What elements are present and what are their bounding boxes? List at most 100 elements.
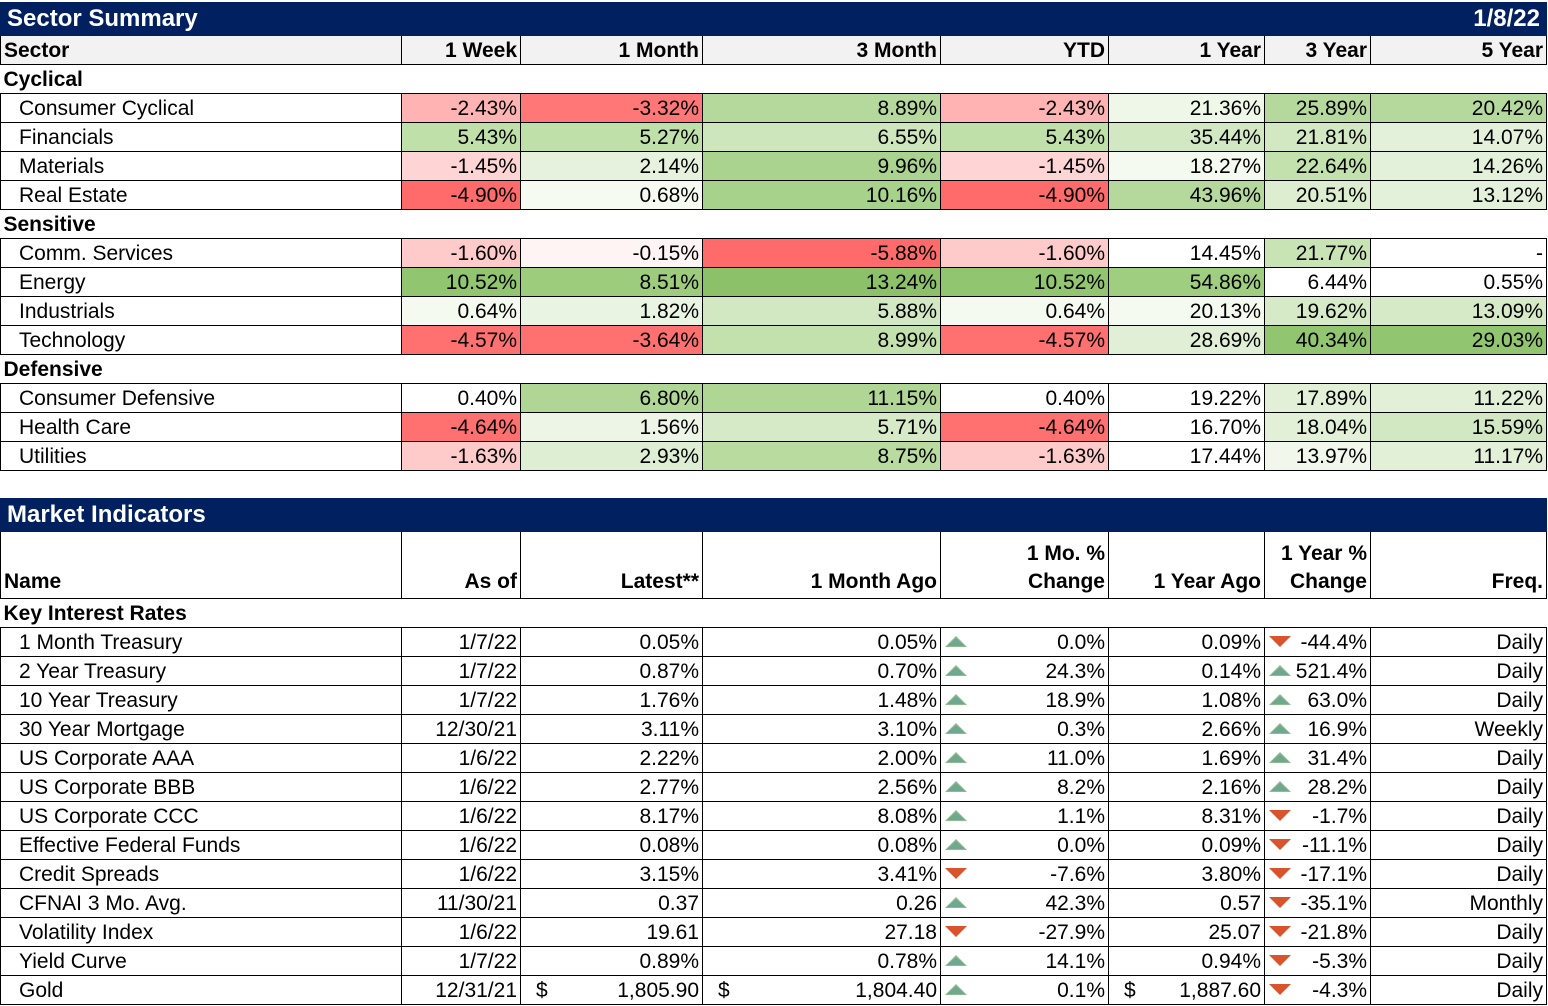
col-header-freq: Freq.	[1370, 531, 1547, 599]
yr-change-cell-value: -21.8%	[1300, 920, 1367, 944]
triangle-up-icon	[945, 984, 967, 995]
month-ago-cell: 0.70%	[702, 656, 941, 686]
col-header-1-week: 1 Week	[401, 35, 521, 65]
month-ago-cell-value: 3.10%	[877, 717, 937, 741]
latest-cell: 0.08%	[520, 830, 703, 860]
month-ago-cell: 1.48%	[702, 685, 941, 715]
month-ago-cell: 27.18	[702, 917, 941, 947]
sector-name: Energy	[0, 267, 402, 297]
year-ago-cell: 0.57	[1108, 888, 1265, 918]
sector-header-row: Sector 1 Week 1 Month 3 Month YTD 1 Year…	[0, 35, 1547, 65]
return-cell: 0.40%	[940, 383, 1109, 413]
return-cell: 1.56%	[520, 412, 703, 442]
year-ago-cell-value: 0.09%	[1201, 630, 1261, 654]
yr-change-cell-value: -1.7%	[1312, 804, 1367, 828]
return-cell: 2.93%	[520, 441, 703, 471]
indicator-name: Credit Spreads	[0, 859, 402, 889]
month-ago-cell-value: 27.18	[884, 920, 937, 944]
as-of-cell: 1/6/22	[401, 801, 521, 831]
mo-change-cell: 1.1%	[940, 801, 1109, 831]
year-ago-cell: 25.07	[1108, 917, 1265, 947]
return-cell: 8.89%	[702, 93, 941, 123]
return-cell: -2.43%	[940, 93, 1109, 123]
return-cell: 0.55%	[1370, 267, 1547, 297]
year-ago-cell: 3.80%	[1108, 859, 1265, 889]
return-cell: 22.64%	[1264, 151, 1371, 181]
month-ago-cell: 0.08%	[702, 830, 941, 860]
table-row: 1 Month Treasury 1/7/22 0.05% 0.05% 0.0% 0.09…	[0, 627, 1547, 657]
indicator-name: US Corporate BBB	[0, 772, 402, 802]
return-cell: 21.36%	[1108, 93, 1265, 123]
year-ago-cell: 1.08%	[1108, 685, 1265, 715]
yr-change-cell-value: 521.4%	[1295, 659, 1367, 683]
table-row: Consumer Cyclical -2.43% -3.32% 8.89% -2.43%…	[0, 93, 1547, 123]
return-cell: 13.09%	[1370, 296, 1547, 326]
month-ago-cell: 3.41%	[702, 859, 941, 889]
as-of-cell: 12/30/21	[401, 714, 521, 744]
sector-title-bar: Sector Summary 1/8/22	[0, 2, 1547, 36]
table-row: Real Estate -4.90% 0.68% 10.16% -4.90% 43.96%…	[0, 180, 1547, 210]
col-header-3-month: 3 Month	[702, 35, 941, 65]
return-cell: 15.59%	[1370, 412, 1547, 442]
triangle-down-icon	[945, 926, 967, 937]
year-ago-cell: 2.66%	[1108, 714, 1265, 744]
return-cell: -3.32%	[520, 93, 703, 123]
return-cell: -4.64%	[940, 412, 1109, 442]
indicator-name: Volatility Index	[0, 917, 402, 947]
triangle-up-icon	[1269, 781, 1291, 792]
triangle-down-icon	[1269, 636, 1291, 647]
triangle-up-icon	[945, 752, 967, 763]
table-row: Yield Curve 1/7/22 0.89% 0.78% 14.1% 0.94% -5.…	[0, 946, 1547, 976]
sector-summary-table: Sector Summary 1/8/22 Sector 1 Week 1 Mo…	[0, 2, 1547, 471]
currency-symbol: $	[718, 978, 730, 1002]
return-cell: -4.64%	[401, 412, 521, 442]
mo-change-cell-value: 42.3%	[1045, 891, 1105, 915]
freq-cell: Daily	[1370, 975, 1547, 1005]
return-cell: 13.24%	[702, 267, 941, 297]
return-cell: 2.14%	[520, 151, 703, 181]
triangle-up-icon	[945, 955, 967, 966]
sector-name: Real Estate	[0, 180, 402, 210]
freq-cell: Daily	[1370, 656, 1547, 686]
return-cell: 6.80%	[520, 383, 703, 413]
year-ago-cell-value: 0.94%	[1201, 949, 1261, 973]
return-cell: 20.13%	[1108, 296, 1265, 326]
latest-cell: 0.37	[520, 888, 703, 918]
col-header-ytd: YTD	[940, 35, 1109, 65]
month-ago-cell-value: 1.48%	[877, 688, 937, 712]
sector-name: Industrials	[0, 296, 402, 326]
table-row: Consumer Defensive 0.40% 6.80% 11.15% 0.40% 1…	[0, 383, 1547, 413]
table-row: Technology -4.57% -3.64% 8.99% -4.57% 28.69% 4…	[0, 325, 1547, 355]
return-cell: 18.04%	[1264, 412, 1371, 442]
freq-cell: Daily	[1370, 946, 1547, 976]
return-cell: -4.57%	[401, 325, 521, 355]
year-ago-cell-value: 3.80%	[1201, 862, 1261, 886]
return-cell: -1.60%	[401, 238, 521, 268]
triangle-up-icon	[1269, 723, 1291, 734]
triangle-up-icon	[945, 723, 967, 734]
latest-cell-value: 2.77%	[639, 775, 699, 799]
return-cell: 28.69%	[1108, 325, 1265, 355]
latest-cell: $1,805.90	[520, 975, 703, 1005]
col-header-1-mo-change: 1 Mo. % Change	[940, 531, 1109, 599]
as-of-cell: 1/6/22	[401, 830, 521, 860]
month-ago-cell: 2.56%	[702, 772, 941, 802]
year-ago-cell-value: 2.16%	[1201, 775, 1261, 799]
return-cell: -1.63%	[940, 441, 1109, 471]
latest-cell-value: 2.22%	[639, 746, 699, 770]
yr-change-cell: -5.3%	[1264, 946, 1371, 976]
latest-cell: 2.22%	[520, 743, 703, 773]
month-ago-cell: 0.78%	[702, 946, 941, 976]
latest-cell: 8.17%	[520, 801, 703, 831]
month-ago-cell: 2.00%	[702, 743, 941, 773]
yr-change-cell-value: -4.3%	[1312, 978, 1367, 1002]
return-cell: 17.89%	[1264, 383, 1371, 413]
return-cell: -0.15%	[520, 238, 703, 268]
as-of-cell: 1/6/22	[401, 743, 521, 773]
return-cell: 1.82%	[520, 296, 703, 326]
year-ago-cell: 0.09%	[1108, 627, 1265, 657]
return-cell: 11.17%	[1370, 441, 1547, 471]
col-header-1-year-ago: 1 Year Ago	[1108, 531, 1265, 599]
yr-change-cell: -1.7%	[1264, 801, 1371, 831]
yr-change-cell-value: 16.9%	[1307, 717, 1367, 741]
